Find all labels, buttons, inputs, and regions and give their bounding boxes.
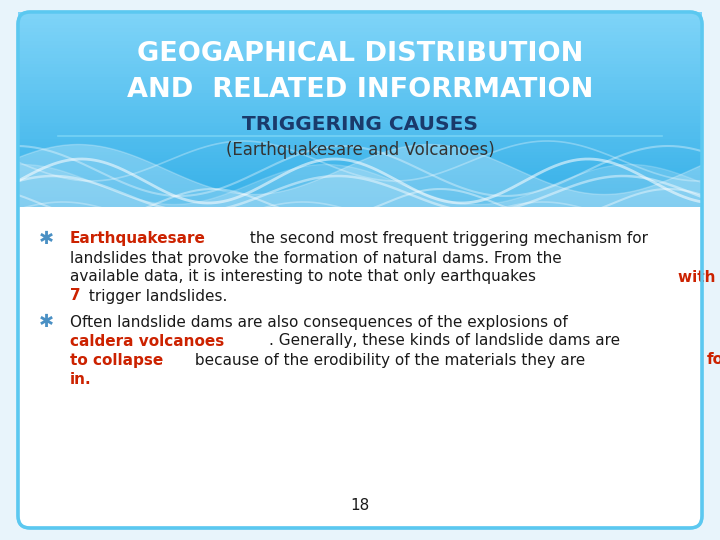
Bar bbox=[18, 54, 702, 57]
Bar bbox=[18, 90, 702, 93]
Bar bbox=[18, 113, 702, 116]
Text: landslides that provoke the formation of natural dams. From the: landslides that provoke the formation of… bbox=[70, 251, 562, 266]
Bar bbox=[18, 31, 702, 35]
Bar bbox=[18, 165, 702, 168]
Bar bbox=[18, 35, 702, 38]
Bar bbox=[18, 187, 702, 191]
Text: caldera volcanoes: caldera volcanoes bbox=[70, 334, 224, 348]
Bar bbox=[18, 25, 702, 28]
Bar bbox=[18, 64, 702, 68]
Bar bbox=[18, 74, 702, 77]
Bar bbox=[18, 18, 702, 22]
Text: AND  RELATED INFORRMATION: AND RELATED INFORRMATION bbox=[127, 77, 593, 103]
Bar bbox=[18, 126, 702, 129]
Bar bbox=[18, 181, 702, 184]
Bar bbox=[18, 178, 702, 181]
Bar bbox=[18, 100, 702, 103]
Text: the second most frequent triggering mechanism for: the second most frequent triggering mech… bbox=[246, 232, 648, 246]
Bar bbox=[18, 119, 702, 123]
Text: to collapse: to collapse bbox=[70, 353, 163, 368]
Bar bbox=[18, 28, 702, 31]
Text: formed: formed bbox=[706, 353, 720, 368]
Bar bbox=[18, 77, 702, 80]
Bar bbox=[18, 161, 702, 165]
Bar bbox=[18, 123, 702, 126]
Text: TRIGGERING CAUSES: TRIGGERING CAUSES bbox=[242, 114, 478, 133]
Bar bbox=[18, 110, 702, 113]
Bar bbox=[18, 191, 702, 194]
Bar bbox=[18, 51, 702, 54]
Text: . Generally, these kinds of landslide dams are: . Generally, these kinds of landslide da… bbox=[269, 334, 625, 348]
Bar bbox=[18, 132, 702, 136]
Bar bbox=[18, 87, 702, 90]
Bar bbox=[18, 145, 702, 149]
Bar bbox=[18, 136, 702, 139]
Bar bbox=[18, 68, 702, 71]
Bar bbox=[18, 103, 702, 106]
Text: trigger landslides.: trigger landslides. bbox=[84, 288, 227, 303]
Bar bbox=[18, 41, 702, 44]
Text: Often landslide dams are also consequences of the explosions of: Often landslide dams are also consequenc… bbox=[70, 314, 568, 329]
Bar bbox=[18, 129, 702, 132]
FancyBboxPatch shape bbox=[18, 12, 702, 528]
Bar bbox=[18, 15, 702, 18]
Bar bbox=[18, 116, 702, 119]
Bar bbox=[18, 152, 702, 155]
Bar bbox=[18, 48, 702, 51]
Bar bbox=[18, 142, 702, 145]
Bar bbox=[18, 84, 702, 87]
Text: because of the erodibility of the materials they are: because of the erodibility of the materi… bbox=[190, 353, 590, 368]
Bar bbox=[18, 174, 702, 178]
Bar bbox=[18, 38, 702, 41]
Bar bbox=[18, 44, 702, 48]
Text: (Earthquakesare and Volcanoes): (Earthquakesare and Volcanoes) bbox=[225, 141, 495, 159]
Bar bbox=[18, 155, 702, 158]
Bar bbox=[18, 139, 702, 142]
Bar bbox=[18, 12, 702, 15]
Text: GEOGAPHICAL DISTRIBUTION: GEOGAPHICAL DISTRIBUTION bbox=[137, 41, 583, 67]
Text: ✱: ✱ bbox=[38, 230, 53, 248]
Bar bbox=[18, 71, 702, 74]
Text: in.: in. bbox=[70, 372, 91, 387]
Text: ✱: ✱ bbox=[38, 313, 53, 331]
Bar bbox=[18, 171, 702, 174]
Bar bbox=[18, 158, 702, 161]
Bar bbox=[18, 148, 702, 152]
Bar bbox=[18, 60, 702, 64]
Bar bbox=[18, 93, 702, 97]
Bar bbox=[18, 194, 702, 197]
Bar bbox=[18, 80, 702, 84]
Bar bbox=[18, 106, 702, 110]
Bar bbox=[18, 97, 702, 100]
Bar bbox=[18, 168, 702, 171]
Bar bbox=[18, 197, 702, 200]
Bar bbox=[18, 200, 702, 204]
Text: available data, it is interesting to note that only earthquakes: available data, it is interesting to not… bbox=[70, 269, 541, 285]
Text: Earthquakesare: Earthquakesare bbox=[70, 232, 206, 246]
Text: with M >: with M > bbox=[678, 269, 720, 285]
Bar bbox=[18, 204, 702, 207]
Bar bbox=[18, 22, 702, 25]
Bar bbox=[18, 184, 702, 187]
Text: 18: 18 bbox=[351, 498, 369, 514]
Bar bbox=[18, 57, 702, 60]
Text: 7: 7 bbox=[70, 288, 81, 303]
